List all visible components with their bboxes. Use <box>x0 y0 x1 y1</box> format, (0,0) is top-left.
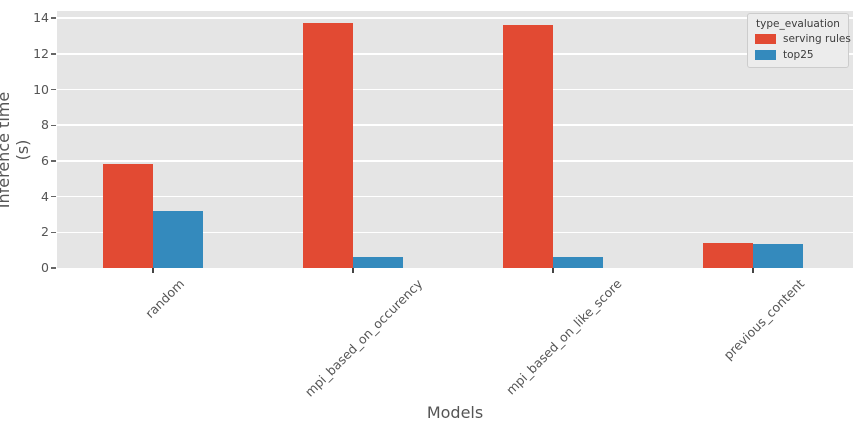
bar-top25-previous_content <box>753 244 803 268</box>
x-tick-label: mpi_based_on_like_score <box>503 276 625 398</box>
x-tick-mark <box>152 268 154 273</box>
legend-item: serving rules <box>748 31 851 47</box>
y-tick-mark <box>51 88 56 91</box>
x-tick-mark <box>352 268 354 273</box>
legend-swatch <box>755 34 776 44</box>
bar-serving-rules-random <box>103 163 153 268</box>
legend-item-label: top25 <box>783 49 814 61</box>
bar-serving-rules-mpi_based_on_like_score <box>503 25 553 268</box>
plot-area <box>57 11 853 268</box>
x-tick-label: mpi_based_on_occurency <box>302 276 426 400</box>
y-tick-label: 6 <box>41 152 49 168</box>
y-tick-mark <box>51 17 56 19</box>
x-tick-mark <box>552 268 554 273</box>
gridline <box>57 17 853 19</box>
bar-serving-rules-mpi_based_on_occurency <box>303 22 353 268</box>
y-tick-label: 2 <box>41 224 49 240</box>
y-tick-mark <box>51 231 56 233</box>
legend-item: top25 <box>748 47 848 63</box>
y-tick-label: 12 <box>33 45 49 61</box>
y-tick-mark <box>51 267 56 269</box>
gridline <box>57 231 853 234</box>
y-tick-mark <box>51 195 56 198</box>
bar-top25-random <box>153 210 203 268</box>
legend: type_evaluation serving rules top25 <box>747 13 851 68</box>
gridline <box>57 53 853 55</box>
y-tick-label: 4 <box>41 188 49 204</box>
legend-item-label: serving rules <box>783 33 851 45</box>
y-tick-mark <box>51 124 56 126</box>
gridline <box>57 88 853 91</box>
x-axis-label: Models <box>426 403 484 422</box>
x-tick-label: previous_content <box>720 276 808 363</box>
y-tick-label: 10 <box>33 81 49 97</box>
x-tick-mark <box>752 268 754 273</box>
y-tick-label: 0 <box>41 260 49 275</box>
bar-top25-mpi_based_on_like_score <box>553 256 603 268</box>
bar-top25-mpi_based_on_occurency <box>353 256 403 268</box>
gridline <box>57 124 853 126</box>
bar-serving-rules-previous_content <box>703 243 753 268</box>
y-tick-label: 14 <box>33 10 49 26</box>
gridline <box>57 160 853 162</box>
y-tick-mark <box>51 160 56 162</box>
legend-title: type_evaluation <box>756 18 840 30</box>
x-tick-label: random <box>141 276 187 321</box>
y-tick-mark <box>51 53 56 55</box>
gridline <box>57 195 853 198</box>
y-tick-label: 8 <box>41 117 49 133</box>
legend-swatch <box>755 50 776 60</box>
